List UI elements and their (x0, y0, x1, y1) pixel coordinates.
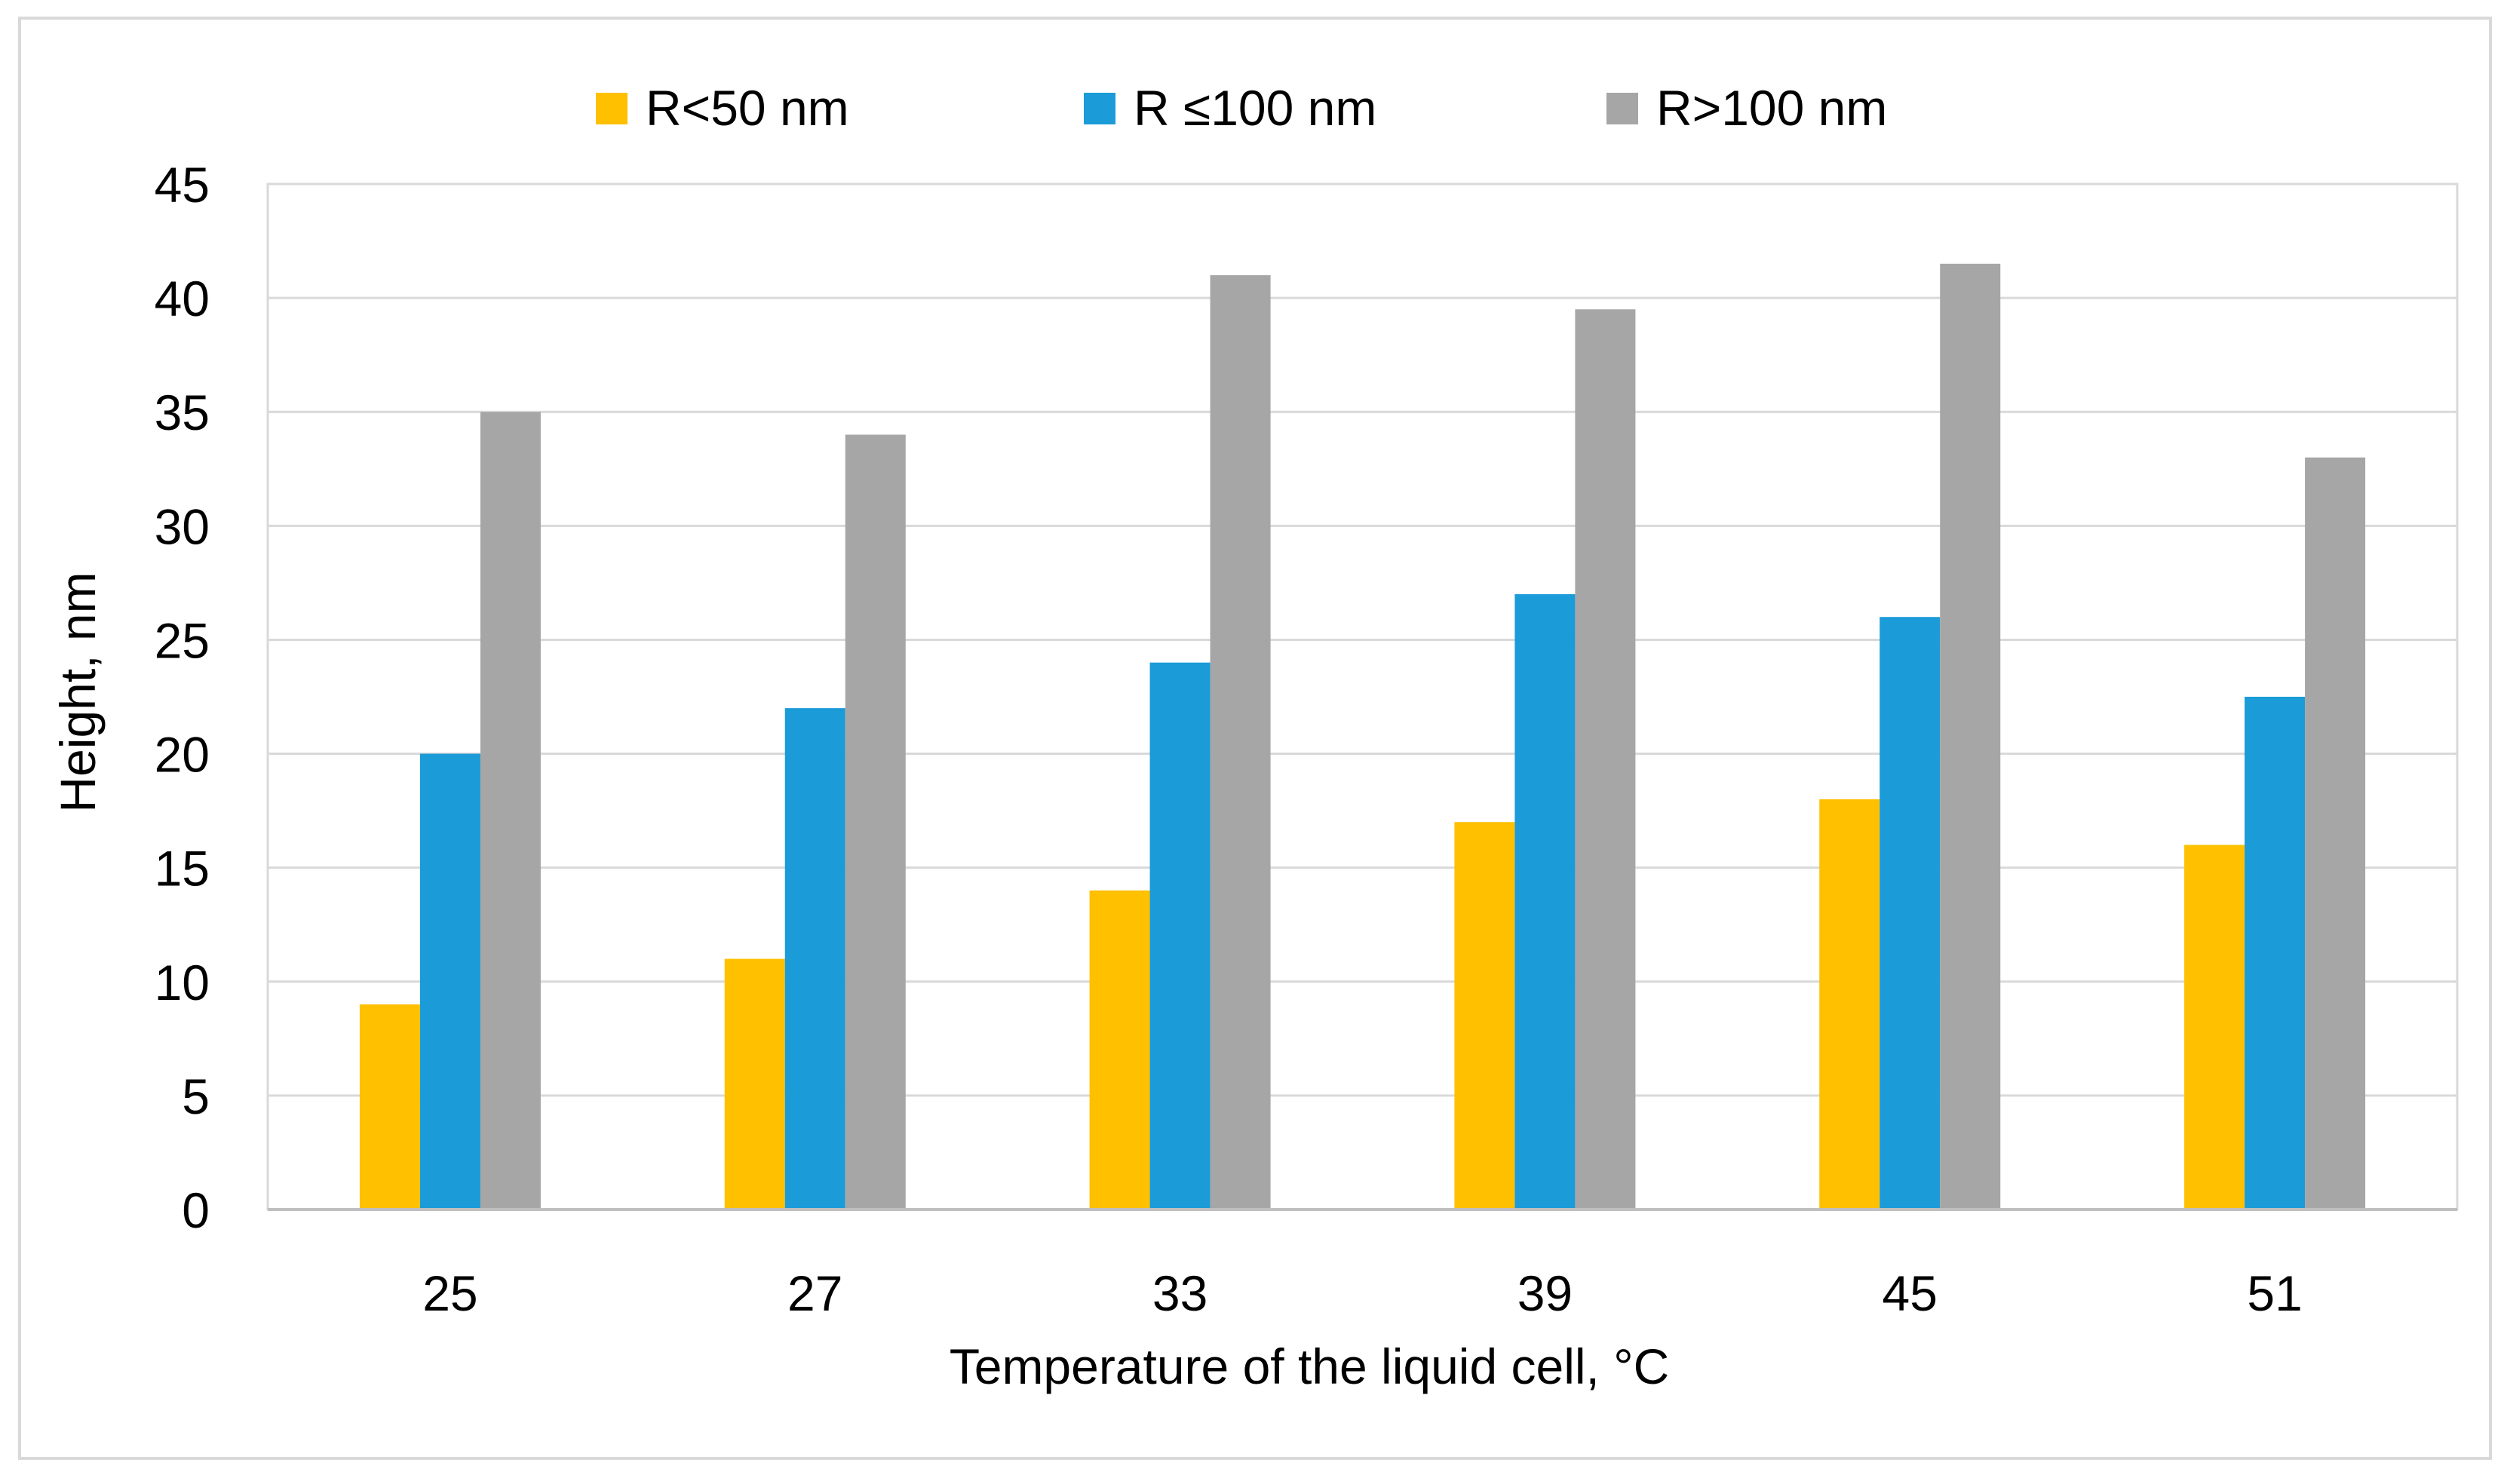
bar-27-series-3 (845, 434, 906, 1210)
y-tick-label: 15 (155, 841, 210, 897)
bar-51-series-3 (2305, 457, 2366, 1210)
legend-swatch (596, 93, 628, 124)
bar-39-series-2 (1514, 594, 1576, 1210)
legend-label: R<50 nm (646, 80, 849, 136)
y-tick-labels: 0 5 10 15 20 25 30 35 40 45 (155, 157, 210, 1238)
y-tick-label: 40 (155, 271, 210, 327)
bar-51-series-2 (2245, 697, 2306, 1210)
bar-45-series-3 (1940, 263, 2001, 1210)
x-tick-label: 25 (422, 1265, 477, 1321)
x-tick-label: 45 (1883, 1265, 1938, 1321)
y-tick-label: 0 (182, 1182, 210, 1238)
x-tick-label: 39 (1517, 1265, 1573, 1321)
legend-swatch (1084, 93, 1115, 124)
legend: R<50 nm R ≤100 nm R>100 nm (596, 80, 1887, 136)
bar-27-series-2 (784, 708, 845, 1210)
bar-25-series-2 (419, 753, 480, 1210)
bars (359, 263, 2366, 1210)
bar-33-series-2 (1149, 662, 1211, 1210)
y-tick-label: 45 (155, 157, 210, 213)
bar-25-series-1 (359, 1004, 420, 1210)
bar-45-series-2 (1879, 617, 1941, 1210)
bar-25-series-3 (480, 412, 541, 1210)
x-tick-label: 51 (2247, 1265, 2302, 1321)
bar-51-series-1 (2184, 845, 2245, 1210)
bar-39-series-1 (1454, 822, 1515, 1210)
y-tick-label: 35 (155, 385, 210, 440)
legend-label: R ≤100 nm (1134, 80, 1376, 136)
y-tick-label: 25 (155, 612, 210, 668)
x-tick-labels: 25 27 33 39 45 51 (422, 1265, 2303, 1321)
y-tick-label: 5 (182, 1069, 210, 1124)
x-tick-label: 33 (1152, 1265, 1207, 1321)
y-tick-label: 30 (155, 498, 210, 554)
y-tick-label: 10 (155, 955, 210, 1010)
legend-swatch (1606, 93, 1638, 124)
bar-33-series-1 (1089, 890, 1150, 1210)
x-tick-label: 27 (787, 1265, 842, 1321)
x-axis-title: Temperature of the liquid cell, °C (950, 1338, 1670, 1394)
y-axis-title: Height, nm (50, 572, 106, 812)
legend-label: R>100 nm (1656, 80, 1887, 136)
bar-45-series-1 (1819, 799, 1880, 1210)
bar-27-series-1 (724, 958, 785, 1210)
bar-39-series-3 (1575, 309, 1636, 1210)
y-tick-label: 20 (155, 727, 210, 783)
bar-33-series-3 (1210, 274, 1271, 1210)
